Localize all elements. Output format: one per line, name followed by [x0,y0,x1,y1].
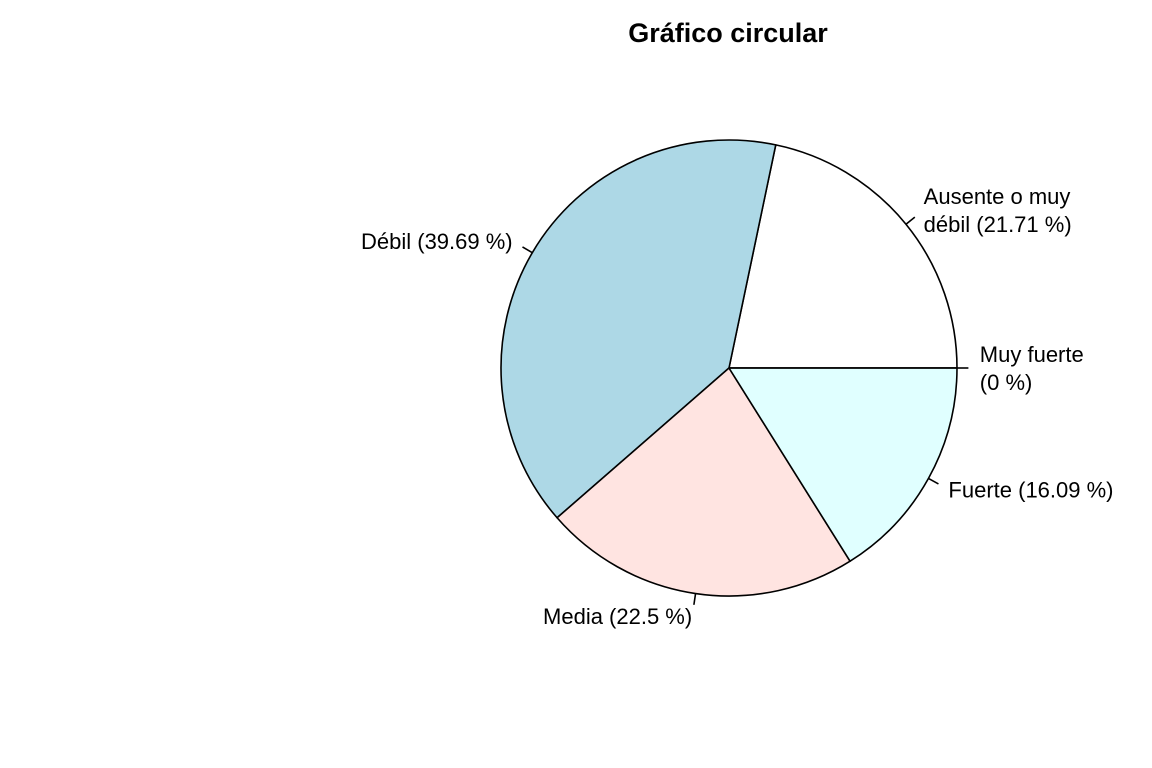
label-tick-2 [693,593,697,605]
slice-label-line: Débil (39.69 %) [361,229,513,254]
slice-label-line: Fuerte (16.09 %) [948,477,1113,502]
label-tick-3 [928,477,939,485]
slice-label-0: Ausente o muy débil (21.71 %) [924,184,1072,237]
slice-label-line: (0 %) [980,370,1033,395]
pie-slices [500,139,958,597]
pie-labels: Ausente o muy débil (21.71 %) Débil (39.69… [361,184,1113,629]
slice-label-2: Media (22.5 %) [543,604,692,629]
pie-slice-0 [728,144,958,369]
slice-label-line: débil (21.71 %) [924,212,1072,237]
slice-label-line: Media (22.5 %) [543,604,692,629]
label-tick-0 [905,216,916,225]
slice-label-1: Débil (39.69 %) [361,229,513,254]
slice-label-3: Fuerte (16.09 %) [948,477,1113,502]
label-tick-1 [522,246,533,254]
slice-label-line: Muy fuerte [980,342,1084,367]
slice-label-4: Muy fuerte (0 %) [980,342,1084,395]
pie-slice-3 [728,367,958,563]
chart-title: Gráfico circular [628,18,828,48]
slice-label-line: Ausente o muy [924,184,1071,209]
